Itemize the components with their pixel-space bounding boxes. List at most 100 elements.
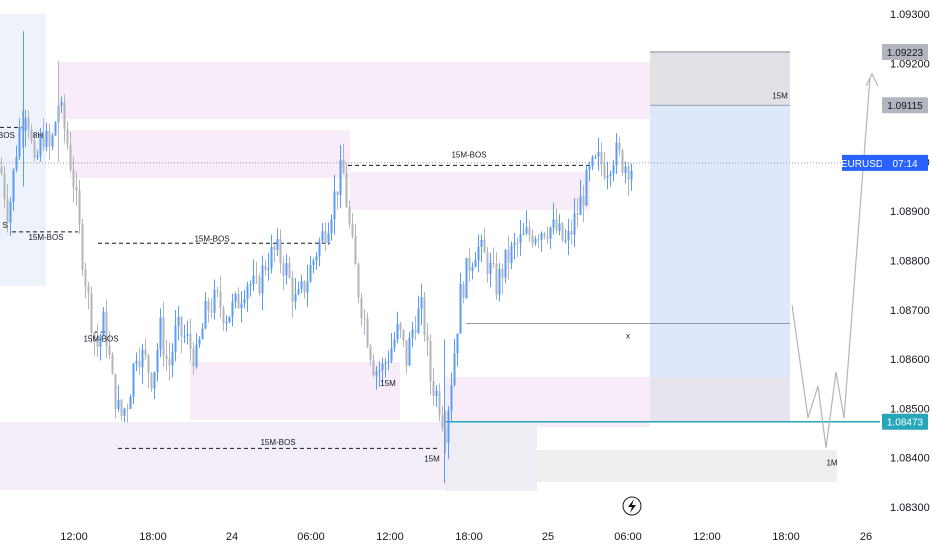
candle-body: [432, 381, 435, 396]
candle-body: [387, 361, 390, 363]
annotation-label: 15M: [424, 455, 440, 464]
price-axis[interactable]: [880, 0, 932, 550]
time-tick-label: 18:00: [139, 531, 167, 543]
zones-layer: [0, 14, 837, 491]
candle-body: [330, 219, 333, 234]
candle-body: [321, 231, 324, 242]
candle-body: [30, 129, 33, 141]
candle-body: [228, 316, 231, 323]
candle-body: [516, 242, 519, 244]
candle-body: [555, 219, 558, 231]
candle-body: [132, 364, 135, 397]
candle-body: [417, 308, 420, 333]
price-tick-label: 1.08700: [890, 305, 930, 317]
candle-body: [75, 187, 78, 191]
candle-body: [480, 239, 483, 247]
candle-body: [93, 333, 96, 339]
annotation-label: 15M-BOS: [260, 438, 295, 447]
projection-path: [791, 77, 871, 449]
time-tick-label: 18:00: [455, 531, 483, 543]
candle-body: [534, 239, 537, 244]
candles-layer: [0, 31, 633, 484]
candle-body: [561, 223, 564, 241]
candle-body: [420, 297, 423, 309]
candle-body: [273, 246, 276, 251]
candle-body: [576, 213, 579, 215]
annotation-label: 15M: [772, 91, 788, 100]
candle-body: [240, 303, 243, 309]
candle-body: [111, 354, 114, 374]
candle-body: [453, 353, 456, 386]
candle-body: [291, 277, 294, 302]
candle-body: [507, 249, 510, 264]
candle-body: [537, 239, 540, 241]
candle-body: [369, 346, 372, 360]
candle-body: [252, 275, 255, 285]
annotation-label: -BOS: [0, 131, 15, 140]
candle-body: [402, 330, 405, 341]
candle-body: [204, 301, 207, 329]
candle-body: [270, 246, 273, 269]
candle-body: [360, 297, 363, 318]
annotation-label: 15M-BOS: [451, 151, 486, 160]
candle-body: [618, 142, 621, 151]
candle-body: [144, 349, 147, 356]
candle-body: [546, 236, 549, 239]
candle-body: [237, 294, 240, 309]
candle-body: [600, 151, 603, 165]
candle-body: [519, 234, 522, 243]
price-tags-layer: 1.09223 1.09115 1.08473 EURUSD 07:14: [622, 43, 928, 516]
demand-zone-low: [0, 422, 445, 490]
candle-body: [303, 281, 306, 293]
candle-body: [399, 323, 402, 331]
candle-body: [630, 170, 633, 180]
candle-body: [42, 134, 45, 148]
candle-body: [81, 224, 84, 270]
price-tick-label: 1.08500: [890, 403, 930, 415]
candle-body: [24, 117, 27, 131]
candle-body: [348, 206, 351, 224]
price-tick-label: 1.08900: [890, 206, 930, 218]
lightning-icon[interactable]: [622, 496, 642, 516]
candle-body: [390, 347, 393, 362]
annotations-layer: 15M-BOS15M-BOS15M-BOS15M-BOS15M-BOS15M15…: [0, 91, 838, 467]
candle-body: [429, 340, 432, 382]
candle-body: [63, 102, 66, 129]
overlap-zone: [650, 377, 790, 422]
candle-body: [531, 235, 534, 244]
candle-body: [501, 268, 504, 278]
candle-body: [366, 318, 369, 347]
candle-body: [54, 122, 57, 136]
candle-body: [159, 317, 162, 350]
candle-body: [138, 360, 141, 368]
price-tick-label: 1.09200: [890, 58, 930, 70]
candle-body: [12, 169, 15, 203]
candle-body: [354, 236, 357, 265]
candle-body: [45, 130, 48, 148]
candle-body: [540, 233, 543, 240]
candle-body: [513, 242, 516, 246]
candle-body: [180, 316, 183, 337]
candle-body: [192, 348, 195, 367]
time-axis[interactable]: [0, 522, 880, 550]
candle-body: [363, 317, 366, 319]
candle-body: [456, 333, 459, 354]
candle-body: [171, 351, 174, 366]
price-tick-label: 1.08300: [890, 502, 930, 514]
candle-body: [468, 258, 471, 272]
candle-body: [249, 284, 252, 286]
candle-body: [591, 156, 594, 167]
candle-body: [447, 410, 450, 443]
candle-body: [174, 325, 177, 352]
lightning-icon-glyph: [628, 499, 636, 513]
candle-body: [156, 349, 159, 373]
stop-zone-grey: [650, 51, 790, 104]
candle-body: [9, 202, 12, 223]
candle-body: [213, 289, 216, 313]
candle-body: [498, 268, 501, 295]
demand-zone-bottom: [445, 421, 537, 491]
candle-body: [6, 199, 9, 223]
candle-body: [276, 238, 279, 251]
